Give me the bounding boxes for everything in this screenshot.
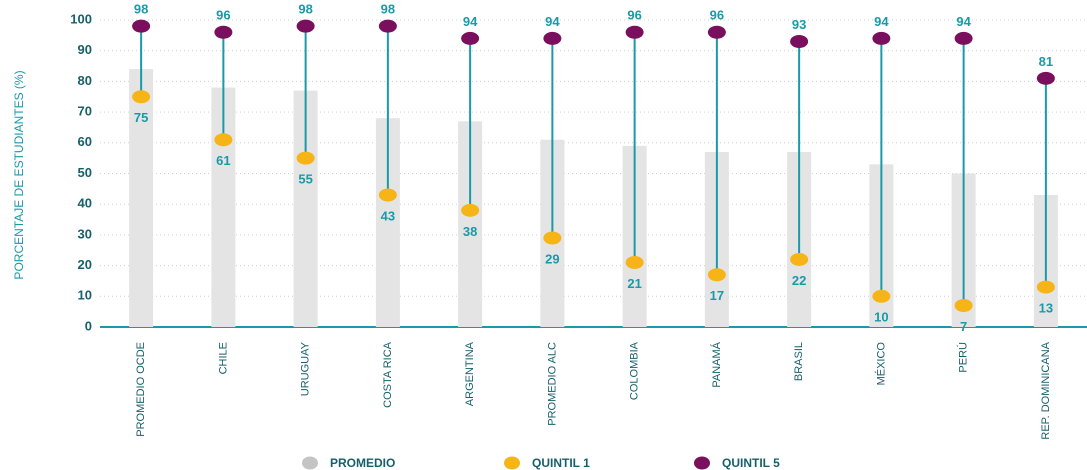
quintil-5-dot [1036, 71, 1055, 85]
quintil-5-label: 94 [545, 14, 560, 29]
quintil-5-label: 94 [956, 14, 971, 29]
x-tick-label: MÉXICO [874, 342, 887, 386]
y-tick-label: 20 [78, 257, 92, 272]
quintil-5-dot [461, 31, 480, 45]
legend-label: QUINTIL 5 [722, 456, 780, 470]
quintil-5-label: 94 [874, 14, 889, 29]
quintil-1-dot [872, 289, 891, 303]
y-tick-label: 50 [78, 165, 92, 180]
legend-label: QUINTIL 1 [532, 456, 590, 470]
x-tick-label: REP. DOMINICANA [1040, 341, 1052, 439]
quintil-1-label: 13 [1039, 301, 1053, 316]
x-tick-label: PROMEDIO OCDE [135, 342, 147, 437]
y-tick-label: 60 [78, 134, 92, 149]
y-axis-title: PORCENTAJE DE ESTUDIANTES (%) [12, 70, 26, 279]
quintil-5-dot [872, 31, 891, 45]
x-tick-label: URUGUAY [300, 341, 312, 396]
quintil-1-dot [378, 188, 397, 202]
quintil-1-dot [214, 133, 233, 147]
quintil-1-label: 38 [463, 224, 477, 239]
y-tick-label: 10 [78, 288, 92, 303]
legend-marker [694, 456, 710, 470]
bar [129, 69, 154, 328]
quintil-5-label: 93 [792, 17, 806, 32]
legend-marker [302, 456, 318, 470]
quintil-5-dot [378, 19, 397, 33]
quintil-5-label: 98 [134, 2, 148, 17]
quintil-1-dot [954, 299, 973, 313]
y-tick-label: 40 [78, 196, 92, 211]
x-tick-label: PANAMÁ [710, 341, 723, 387]
x-tick-label: BRASIL [793, 342, 805, 381]
quintil-1-dot [707, 268, 726, 282]
quintil-5-dot [707, 25, 726, 39]
quintil-5-label: 98 [381, 2, 395, 17]
quintil-1-label: 10 [874, 310, 888, 325]
quintil-5-dot [954, 31, 973, 45]
quintil-1-dot [1036, 280, 1055, 294]
quintil-5-label: 81 [1039, 54, 1053, 69]
x-tick-label: ARGENTINA [464, 341, 476, 406]
quintil-5-label: 96 [627, 8, 641, 23]
x-tick-label: CHILE [217, 342, 229, 374]
quintil-1-dot [625, 256, 644, 270]
y-tick-label: 0 [85, 318, 92, 333]
y-tick-label: 30 [78, 226, 92, 241]
quintil-1-label: 17 [710, 288, 724, 303]
quintil-5-dot [543, 31, 562, 45]
y-tick-label: 90 [78, 42, 92, 57]
quintil-1-label: 7 [960, 319, 967, 334]
quintil-5-label: 94 [463, 14, 478, 29]
quintil-1-label: 43 [381, 208, 395, 223]
quintil-1-dot [790, 252, 809, 266]
quintil-5-dot [296, 19, 315, 33]
quintil-1-dot [461, 203, 480, 217]
quintil-1-label: 61 [216, 153, 230, 168]
quintil-5-dot [214, 25, 233, 39]
quintil-1-label: 29 [545, 251, 559, 266]
y-tick-label: 100 [70, 11, 92, 26]
legend-label: PROMEDIO [330, 456, 395, 470]
x-tick-label: PROMEDIO ALC [546, 342, 558, 426]
quintil-1-label: 21 [627, 276, 641, 291]
quintil-1-label: 75 [134, 110, 148, 125]
quintil-5-label: 96 [710, 8, 724, 23]
quintil-1-label: 55 [298, 172, 312, 187]
y-tick-label: 80 [78, 73, 92, 88]
quintil-5-label: 98 [298, 2, 312, 17]
quintil-5-label: 96 [216, 8, 230, 23]
quintil-5-dot [790, 34, 809, 48]
quintil-5-dot [132, 19, 151, 33]
x-tick-label: COSTA RICA [382, 341, 394, 407]
quintil-5-dot [625, 25, 644, 39]
legend-marker [504, 456, 520, 470]
quintil-1-dot [543, 231, 562, 245]
quintil-1-dot [296, 151, 315, 165]
quintil-1-dot [132, 90, 151, 104]
quintil-1-label: 22 [792, 273, 806, 288]
y-tick-label: 70 [78, 104, 92, 119]
x-tick-label: PERÚ [957, 342, 970, 373]
x-tick-label: COLOMBIA [629, 341, 641, 400]
